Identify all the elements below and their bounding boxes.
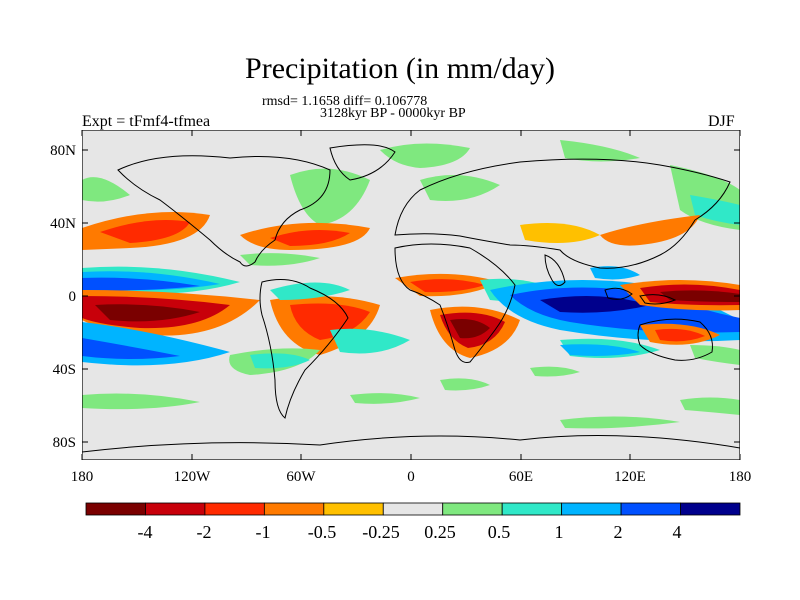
precip-field (270, 282, 350, 300)
north-america-coast (117, 155, 331, 267)
lon-label: 180 (71, 469, 94, 485)
precip-field (240, 253, 320, 266)
colorbar-swatch (145, 502, 206, 516)
precip-field (95, 304, 200, 322)
colorbar-label: 0.25 (424, 522, 456, 542)
colorbar-label: -0.25 (362, 522, 400, 542)
lat-label: 40S (53, 362, 76, 378)
precip-field (600, 215, 700, 246)
colorbar-labels: -4 -2 -1 -0.5 -0.25 0.25 0.5 1 2 4 (138, 522, 682, 542)
precip-field (655, 328, 705, 342)
colorbar-label: 1 (555, 522, 564, 542)
precip-field (660, 290, 740, 302)
precip-field (82, 177, 130, 202)
precip-field (380, 143, 470, 168)
precip-field (680, 397, 740, 415)
colorbar-label: 0.5 (488, 522, 511, 542)
longitude-axis (81, 130, 741, 460)
precip-field (270, 229, 350, 246)
colorbar-swatch (323, 502, 384, 516)
lat-label: 40N (50, 216, 76, 232)
precip-field (350, 393, 420, 404)
colorbar-swatch (442, 502, 503, 516)
lon-label: 0 (407, 469, 415, 485)
colorbar (85, 502, 741, 516)
coastlines (82, 144, 740, 453)
colorbar-label: -2 (197, 522, 212, 542)
lon-label: 180 (729, 469, 752, 485)
precip-field (290, 303, 370, 340)
colorbar-label: -0.5 (308, 522, 337, 542)
south-america-coast (259, 279, 349, 419)
lon-label: 120W (174, 469, 212, 485)
colorbar-label: 4 (673, 522, 682, 542)
precip-field (330, 328, 410, 354)
experiment-label: Expt = tFmf4-tfmea (82, 113, 211, 130)
precip-field (560, 416, 680, 429)
greenland-coast (329, 144, 396, 181)
time-period: 3128kyr BP - 0000kyr BP (320, 106, 466, 121)
colorbar-swatch (501, 502, 563, 516)
colorbar-swatch (263, 502, 325, 516)
australia-coast (637, 318, 713, 361)
precip-field (540, 296, 650, 313)
precip-field (250, 353, 310, 369)
precip-field (82, 338, 180, 359)
precip-field (100, 219, 190, 243)
colorbar-swatch (561, 502, 622, 516)
lat-label: 80S (53, 435, 76, 451)
precip-field (82, 393, 200, 410)
lat-label: 0 (69, 289, 77, 305)
precip-field (560, 344, 640, 356)
colorbar-swatch (680, 502, 741, 516)
lat-label: 80N (50, 143, 76, 159)
colorbar-swatch (204, 502, 265, 516)
colorbar-label: -4 (138, 522, 153, 542)
precip-field (530, 366, 580, 377)
precip-field (290, 168, 370, 225)
colorbar-swatch (382, 502, 444, 516)
india-coast (544, 254, 566, 286)
precip-anomaly-map (82, 130, 740, 460)
precip-field (440, 378, 490, 391)
precip-field (690, 345, 740, 365)
antarctica-coast (82, 435, 740, 453)
precip-field (690, 195, 740, 225)
lon-label: 60W (286, 469, 316, 485)
rmsd-diff-stats: rmsd= 1.1658 diff= 0.106778 (262, 94, 428, 109)
colorbar-swatch (85, 502, 146, 516)
precip-field (590, 266, 640, 280)
precip-field (82, 277, 200, 291)
precip-field (560, 140, 640, 162)
colorbar-label: -1 (256, 522, 271, 542)
precip-field (520, 222, 600, 244)
precip-field (450, 319, 490, 339)
europe-asia-coast (394, 158, 731, 269)
colorbar-label: 2 (614, 522, 623, 542)
map-title: Precipitation (in mm/day) (245, 52, 555, 85)
lon-label: 60E (509, 469, 533, 485)
africa-coast (394, 243, 516, 363)
latitude-axis (82, 149, 740, 443)
season-label: DJF (708, 113, 735, 130)
maritime-continent-coast (604, 287, 677, 305)
colorbar-swatch (620, 502, 681, 516)
precip-field (410, 279, 485, 293)
lon-label: 120E (614, 469, 646, 485)
